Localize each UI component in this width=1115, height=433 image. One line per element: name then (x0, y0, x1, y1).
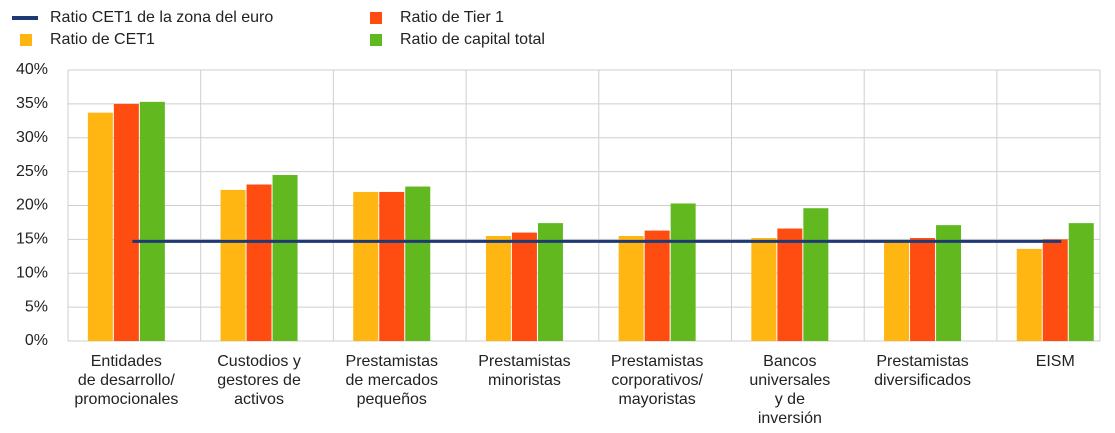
y-tick-label: 25% (16, 163, 48, 180)
x-tick-label: Custodios y gestores de activos (217, 353, 301, 408)
bar (777, 228, 803, 341)
bar (220, 189, 246, 341)
x-tick-label: Prestamistas diversificados (874, 353, 972, 389)
x-tick-label: Prestamistas minoristas (478, 353, 571, 389)
bar (884, 242, 910, 341)
bar (1016, 248, 1042, 341)
bar (113, 103, 139, 341)
bar (246, 184, 272, 341)
x-tick-label: Prestamistas de mercados pequeños (345, 353, 439, 408)
bar (910, 238, 936, 341)
bar (139, 101, 165, 341)
x-tick-label: EISM (1035, 353, 1075, 370)
bar (405, 186, 431, 341)
y-tick-label: 10% (16, 264, 48, 281)
legend-label: Ratio de CET1 (50, 31, 155, 48)
bar (272, 175, 298, 341)
y-tick-label: 30% (16, 129, 48, 146)
bar (644, 230, 670, 341)
legend-label: Ratio de Tier 1 (400, 9, 504, 26)
bar (670, 203, 696, 341)
bar (618, 235, 644, 341)
bar (511, 232, 537, 341)
bar (1042, 239, 1068, 341)
legend-swatch (370, 34, 382, 46)
bar (936, 225, 962, 341)
legend-swatch (20, 34, 32, 46)
y-tick-label: 0% (25, 332, 48, 349)
bar (87, 112, 113, 342)
bar (1068, 223, 1094, 341)
bar (379, 191, 405, 341)
bar (485, 235, 511, 341)
legend-swatch (370, 12, 382, 24)
y-tick-label: 5% (25, 298, 48, 315)
bar (751, 238, 777, 341)
y-tick-label: 35% (16, 95, 48, 112)
legend-label: Ratio CET1 de la zona del euro (50, 9, 273, 26)
x-tick-label: Prestamistas corporativos/ mayoristas (610, 353, 704, 408)
legend-label: Ratio de capital total (400, 31, 545, 48)
bar (353, 191, 379, 341)
x-tick-label: Entidades de desarrollo/ promocionales (74, 353, 179, 408)
y-tick-label: 20% (16, 197, 48, 214)
y-tick-label: 15% (16, 231, 48, 248)
x-tick-label: Bancos universales y de inversión (749, 353, 831, 427)
y-tick-label: 40% (16, 61, 48, 78)
bar (803, 208, 829, 341)
